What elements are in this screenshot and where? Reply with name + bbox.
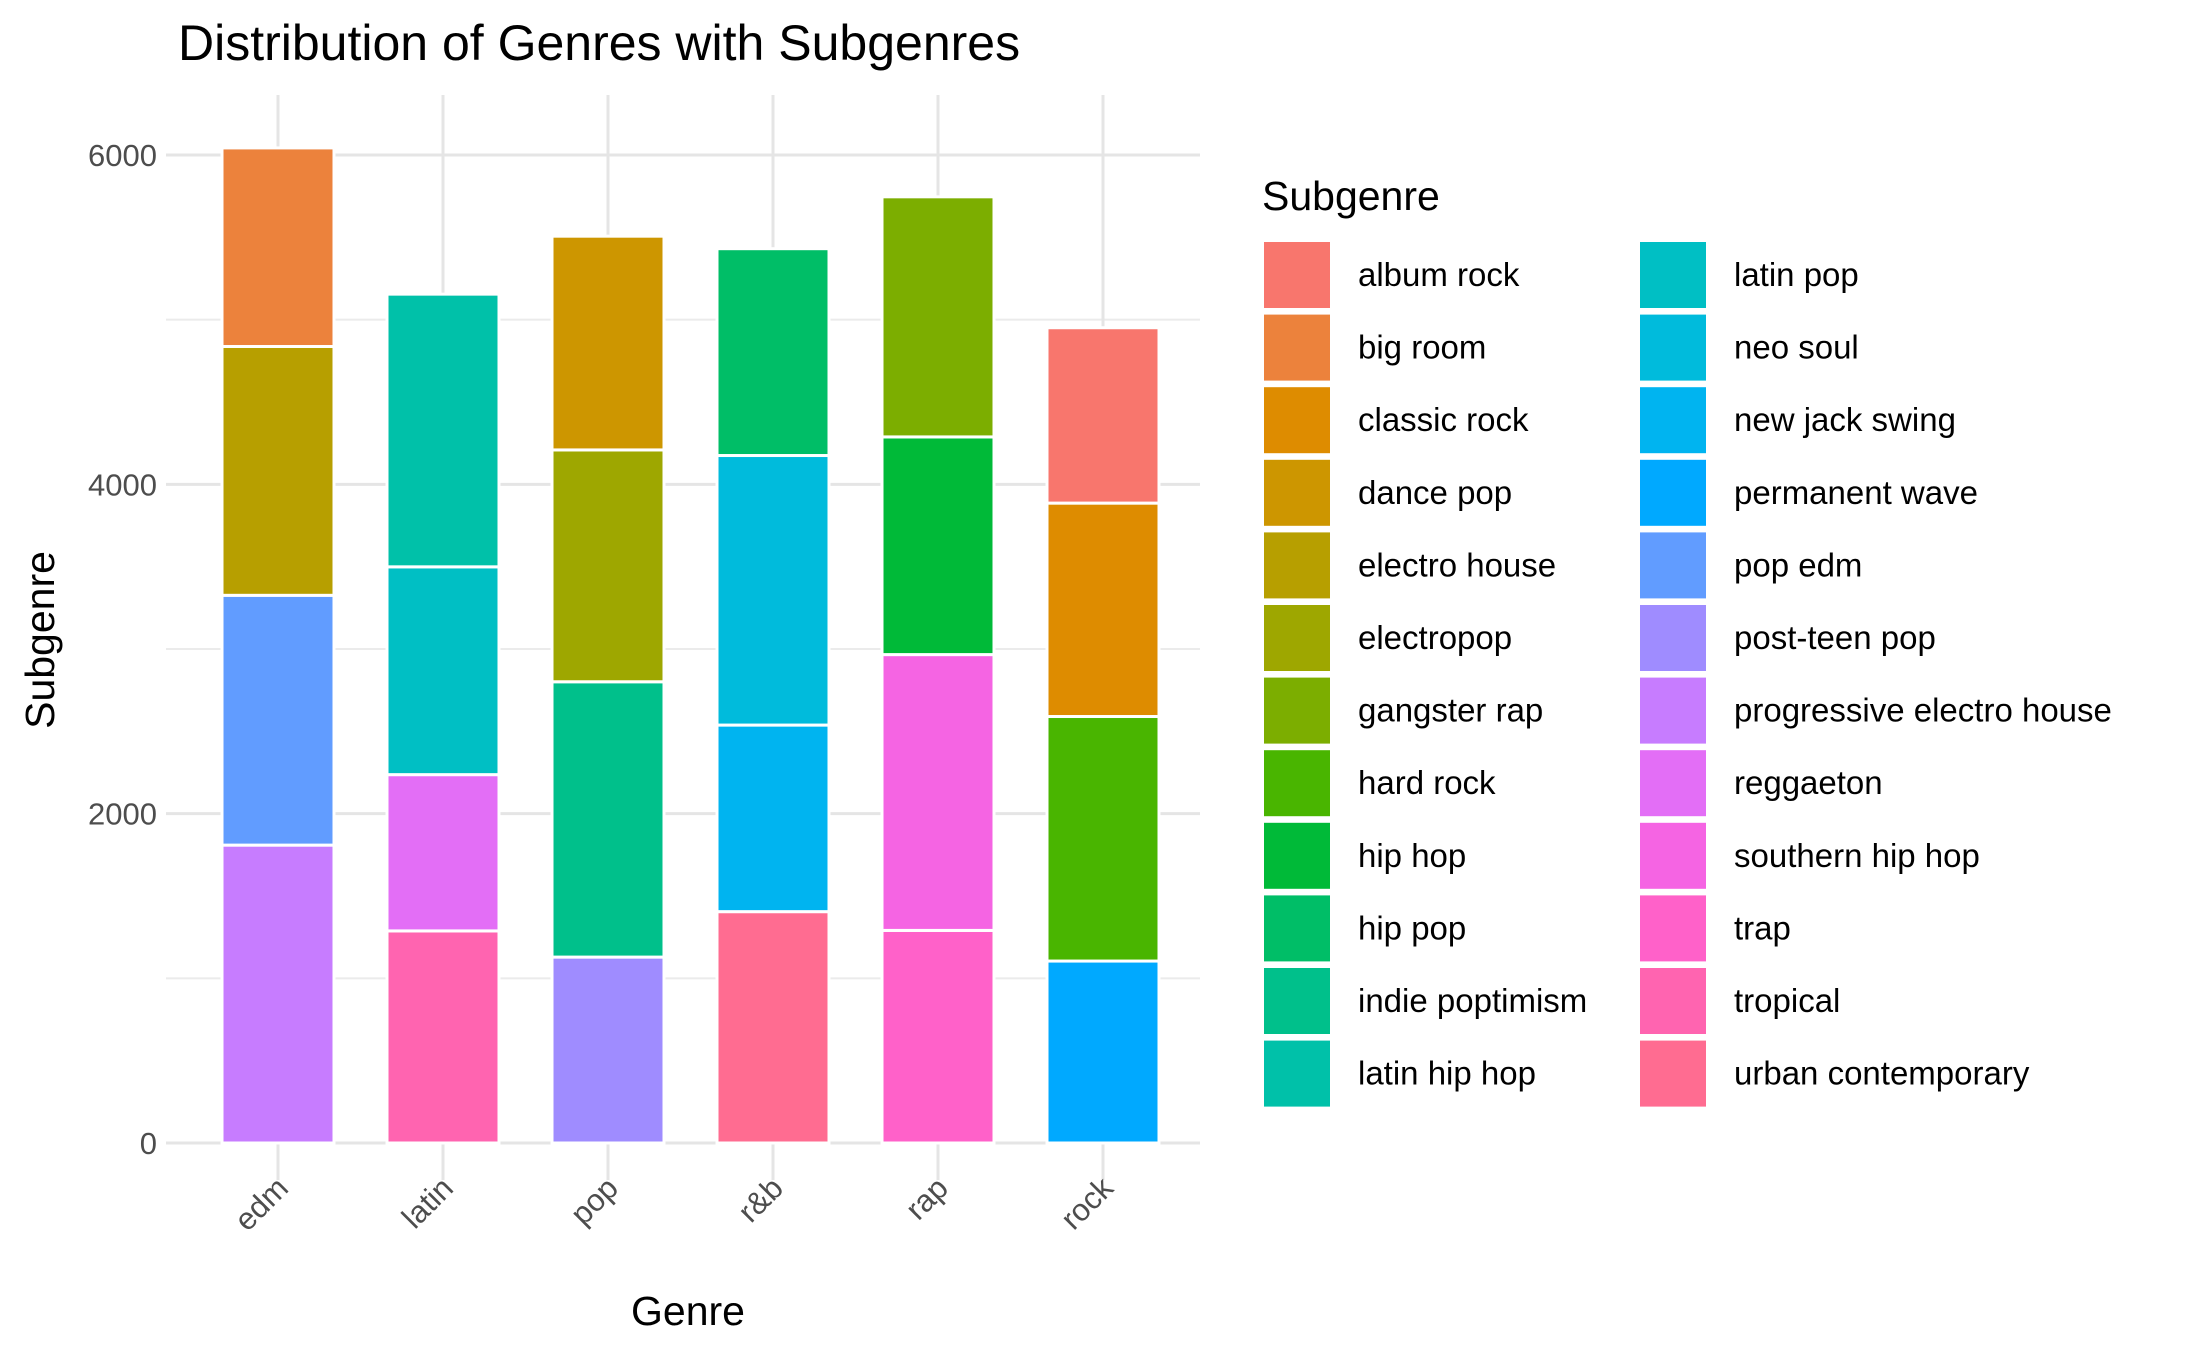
legend-label: hip hop [1358,837,1466,874]
x-tick-label: pop [564,1170,625,1231]
legend: album rock big room classic rock dance pop e… [1264,242,2112,1107]
chart-title: Distribution of Genres with Subgenres [178,15,1020,71]
legend-label: gangster rap [1358,692,1543,729]
legend-swatch [1640,314,1706,381]
bar-segment [880,928,996,1145]
x-tick-label: edm [228,1170,295,1237]
legend-swatch [1640,895,1706,962]
legend-label: trap [1734,909,1791,946]
legend-swatch [1264,387,1330,454]
bar-segment [550,234,666,452]
legend-label: pop edm [1734,546,1862,583]
bar-segment [550,448,666,684]
legend-label: electropop [1358,619,1512,656]
bar-segment [385,929,501,1145]
y-axis-ticks: 0 2000 4000 6000 [88,138,157,1161]
legend-label: indie poptimism [1358,982,1587,1019]
bar-segment [385,565,501,777]
legend-swatch [1264,822,1330,889]
bar-segment [220,146,336,349]
x-tick-label: r&b [731,1170,790,1229]
legend-label: post-teen pop [1734,619,1936,656]
bar-segment [880,435,996,657]
legend-swatch [1264,968,1330,1034]
y-tick-label: 4000 [88,467,157,502]
bar-segment [220,593,336,847]
legend-swatch [1640,750,1706,817]
bar-segment [715,910,831,1145]
legend-swatch [1264,750,1330,817]
legend-label: southern hip hop [1734,837,1980,874]
legend-label: urban contemporary [1734,1055,2030,1092]
legend-label: neo soul [1734,329,1859,366]
legend-label: permanent wave [1734,474,1978,511]
bar-segment [1045,326,1161,505]
legend-swatch [1264,1040,1330,1107]
legend-swatch [1264,532,1330,599]
legend-swatch [1640,1040,1706,1107]
legend-label: hip pop [1358,909,1466,946]
legend-swatch [1640,822,1706,889]
bar-segment [220,843,336,1145]
legend-swatch [1640,968,1706,1034]
legend-title: Subgenre [1262,173,1440,219]
legend-swatch [1264,459,1330,526]
legend-label: tropical [1734,982,1840,1019]
bar-segment [715,247,831,458]
y-tick-label: 0 [140,1126,157,1161]
legend-swatch [1640,387,1706,454]
x-tick-label: latin [395,1170,460,1235]
x-axis-title: Genre [631,1288,745,1334]
legend-label: progressive electro house [1734,692,2112,729]
legend-label: classic rock [1358,401,1529,438]
bar-segment [1045,501,1161,719]
bar-segment [550,955,666,1145]
bar-segment [220,345,336,597]
legend-swatch [1640,459,1706,526]
legend-label: hard rock [1358,764,1496,801]
legend-swatch [1640,605,1706,671]
legend-swatch [1264,242,1330,308]
bar-segment [1045,715,1161,963]
y-tick-label: 6000 [88,138,157,173]
legend-swatch [1264,605,1330,671]
x-tick-label: rock [1054,1170,1121,1237]
legend-label: album rock [1358,256,1520,293]
bar-segment [385,292,501,569]
x-tick-label: rap [899,1170,955,1226]
legend-swatch [1640,532,1706,599]
y-axis-title: Subgenre [17,551,63,729]
bar-segment [550,680,666,959]
legend-label: latin hip hop [1358,1055,1536,1092]
legend-label: electro house [1358,546,1556,583]
legend-swatch [1640,242,1706,308]
legend-label: latin pop [1734,256,1859,293]
legend-label: big room [1358,329,1486,366]
legend-label: reggaeton [1734,764,1883,801]
x-axis-ticks: edm latin pop r&b rap rock [228,1170,1121,1238]
bar-segment [880,195,996,439]
legend-swatch [1264,314,1330,381]
bar-segment [880,653,996,932]
bar-segment [715,454,831,727]
bar-segment [385,773,501,933]
legend-label: new jack swing [1734,401,1956,438]
bar-segment [715,723,831,914]
bars [220,146,1161,1145]
legend-label: dance pop [1358,474,1512,511]
y-tick-label: 2000 [88,797,157,832]
legend-swatch [1640,677,1706,744]
legend-swatch [1264,677,1330,744]
bar-segment [1045,959,1161,1145]
legend-swatch [1264,895,1330,962]
